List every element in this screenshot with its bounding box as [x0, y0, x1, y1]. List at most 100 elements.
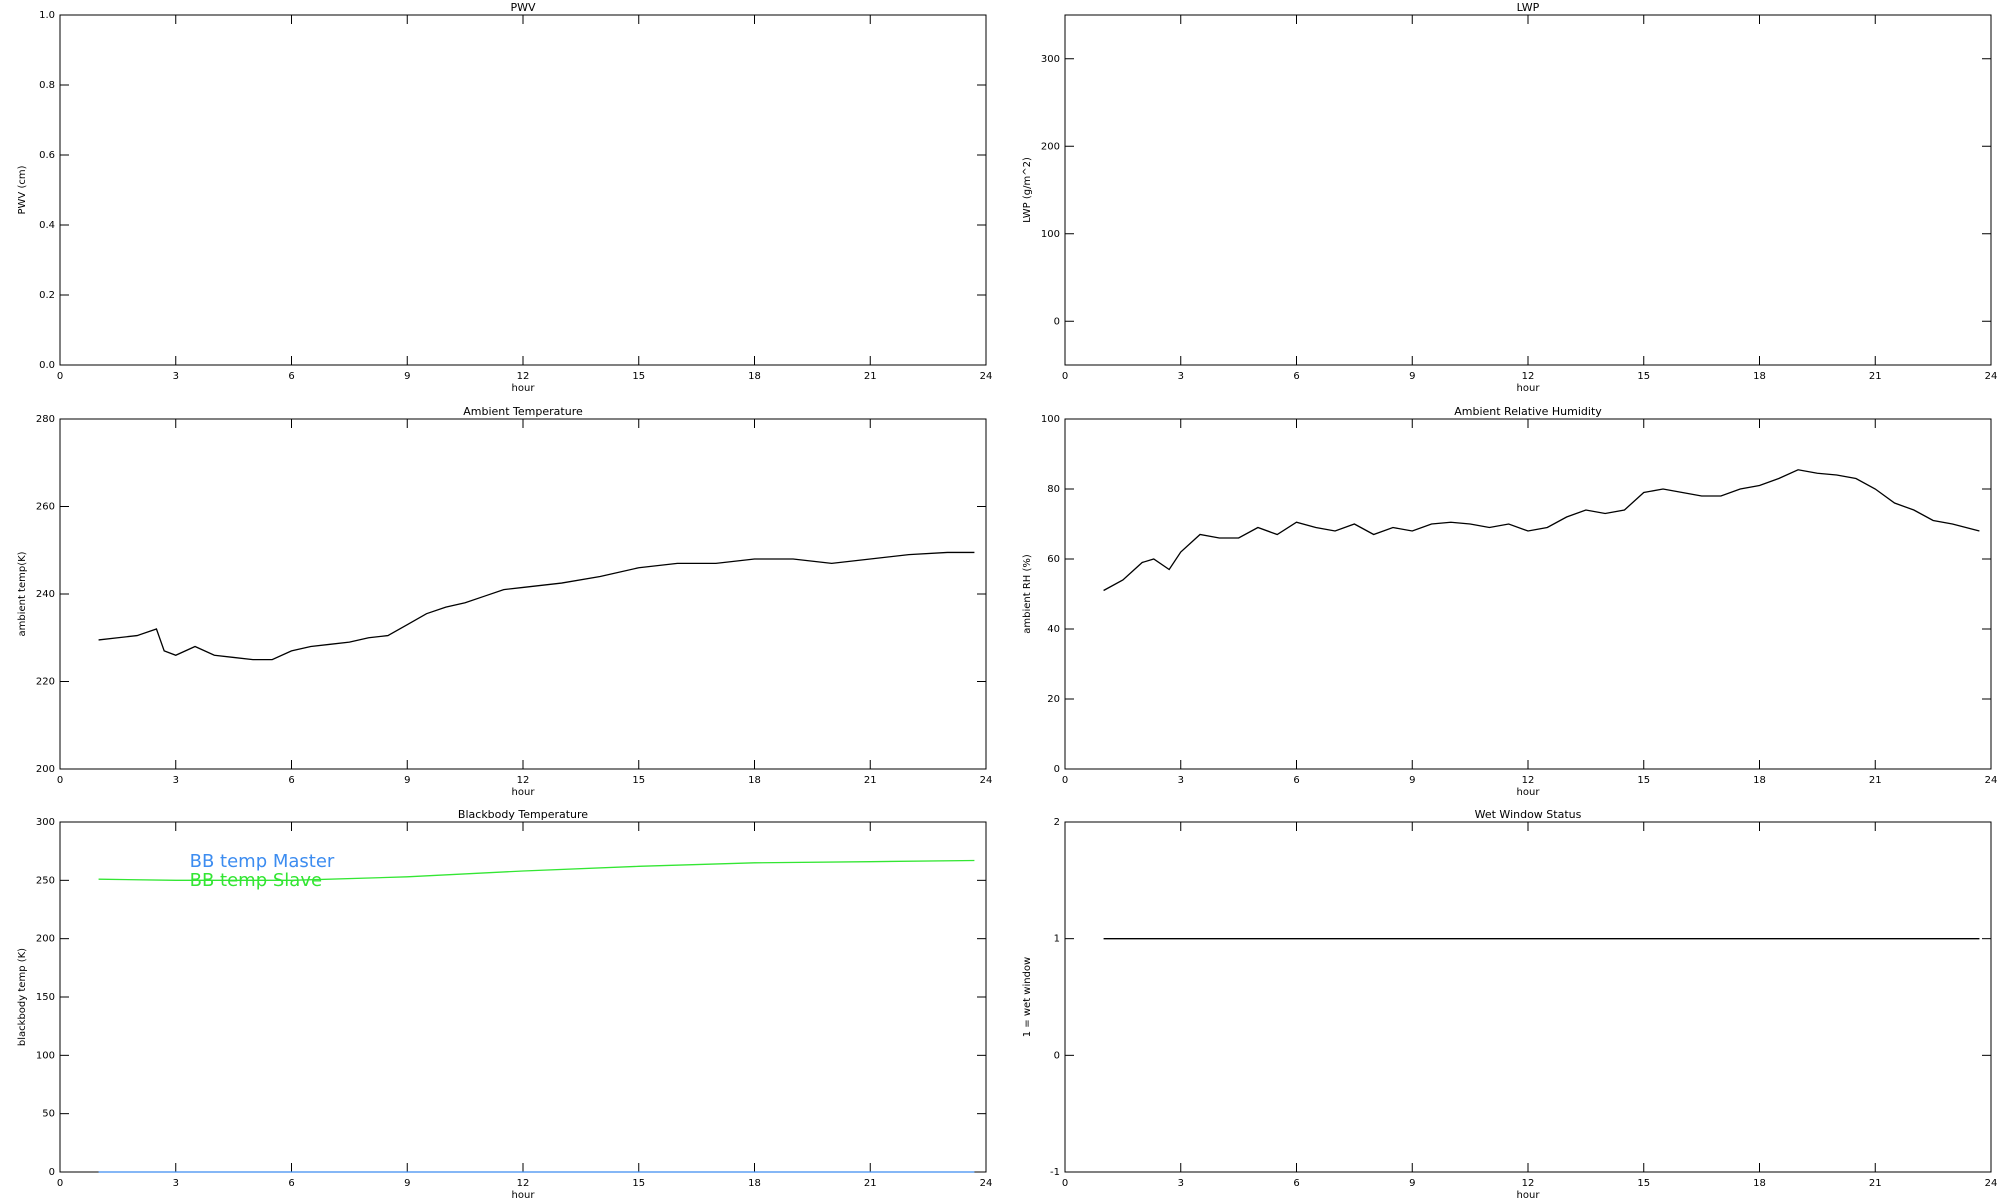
y-tick-label: 100 [36, 1050, 55, 1061]
x-tick-label: 21 [864, 371, 877, 382]
y-tick-label: 0 [1054, 316, 1060, 327]
x-tick-label: 0 [1062, 775, 1068, 786]
y-tick-label: 60 [1047, 554, 1060, 565]
x-tick-label: 21 [1869, 775, 1882, 786]
x-tick-label: 9 [1409, 775, 1415, 786]
y-tick-label: 240 [36, 589, 55, 600]
y-tick-label: 40 [1047, 624, 1060, 635]
x-tick-label: 18 [1753, 1178, 1766, 1189]
chart-title: Blackbody Temperature [458, 808, 588, 821]
y-axis-label: LWP (g/m^2) [1022, 157, 1033, 223]
x-tick-label: 0 [57, 775, 63, 786]
x-tick-label: 15 [632, 371, 645, 382]
x-tick-label: 18 [748, 1178, 761, 1189]
x-tick-label: 18 [748, 371, 761, 382]
y-axis-label: ambient temp(K) [17, 551, 28, 636]
chart-title: Ambient Temperature [463, 405, 583, 418]
x-tick-label: 3 [173, 775, 179, 786]
x-tick-label: 6 [1293, 1178, 1299, 1189]
y-tick-label: 2 [1054, 817, 1060, 828]
chart-title: PWV [510, 1, 536, 14]
y-tick-label: 300 [36, 817, 55, 828]
x-tick-label: 9 [404, 371, 410, 382]
y-tick-label: 200 [36, 934, 55, 945]
x-tick-label: 0 [1062, 1178, 1068, 1189]
x-tick-label: 18 [748, 775, 761, 786]
x-tick-label: 15 [632, 775, 645, 786]
x-tick-label: 6 [288, 1178, 294, 1189]
x-tick-label: 3 [173, 1178, 179, 1189]
y-tick-label: 0 [1054, 1050, 1060, 1061]
y-tick-label: 100 [1041, 229, 1060, 240]
x-tick-label: 21 [1869, 371, 1882, 382]
y-tick-label: 200 [36, 764, 55, 775]
legend-entry: BB temp Slave [190, 870, 322, 891]
x-axis-label: hour [512, 1190, 536, 1200]
x-tick-label: 9 [404, 775, 410, 786]
y-tick-label: 220 [36, 677, 55, 688]
plot-frame [59, 14, 987, 366]
y-tick-label: 20 [1047, 694, 1060, 705]
x-tick-label: 24 [980, 1178, 993, 1189]
x-tick-label: 24 [1985, 1178, 1998, 1189]
x-tick-label: 21 [1869, 1178, 1882, 1189]
x-tick-label: 18 [1753, 371, 1766, 382]
x-tick-label: 15 [632, 1178, 645, 1189]
y-tick-label: 0.0 [39, 360, 55, 371]
y-tick-label: 280 [36, 414, 55, 425]
y-tick-label: 1 [1054, 934, 1060, 945]
x-tick-label: 12 [1522, 371, 1535, 382]
y-axis-label: PWV (cm) [17, 165, 28, 214]
x-tick-label: 21 [864, 1178, 877, 1189]
y-tick-label: 200 [1041, 141, 1060, 152]
x-tick-label: 12 [1522, 1178, 1535, 1189]
x-tick-label: 24 [1985, 775, 1998, 786]
x-tick-label: 3 [1178, 775, 1184, 786]
x-axis-label: hour [1517, 383, 1541, 394]
y-tick-label: 80 [1047, 484, 1060, 495]
y-tick-label: 0 [1054, 764, 1060, 775]
x-tick-label: 12 [1522, 775, 1535, 786]
x-tick-label: 24 [1985, 371, 1998, 382]
x-tick-label: 12 [517, 371, 530, 382]
plot-frame [1064, 821, 1992, 1173]
y-axis-label: ambient RH (%) [1022, 554, 1033, 634]
y-axis-label: 1 = wet window [1022, 957, 1033, 1037]
x-tick-label: 15 [1637, 1178, 1650, 1189]
y-tick-label: 150 [36, 992, 55, 1003]
x-tick-label: 3 [173, 371, 179, 382]
x-tick-label: 15 [1637, 775, 1650, 786]
x-tick-label: 6 [1293, 775, 1299, 786]
x-tick-label: 0 [57, 1178, 63, 1189]
y-tick-label: 0 [49, 1167, 55, 1178]
y-tick-label: 1.0 [39, 10, 55, 21]
x-tick-label: 6 [1293, 371, 1299, 382]
plot-frame [59, 418, 987, 770]
x-tick-label: 12 [517, 775, 530, 786]
y-tick-label: 0.4 [39, 220, 55, 231]
x-axis-label: hour [512, 383, 536, 394]
x-axis-label: hour [1517, 787, 1541, 798]
y-tick-label: 100 [1041, 414, 1060, 425]
x-tick-label: 9 [1409, 1178, 1415, 1189]
data-line [98, 859, 975, 881]
y-tick-label: 250 [36, 875, 55, 886]
x-tick-label: 9 [404, 1178, 410, 1189]
y-tick-label: 260 [36, 502, 55, 513]
plot-frame [1064, 14, 1992, 366]
data-line [1103, 469, 1980, 592]
x-tick-label: 15 [1637, 371, 1650, 382]
legend-entry: BB temp Master [190, 851, 335, 872]
data-line [98, 551, 975, 661]
chart-title: Ambient Relative Humidity [1454, 405, 1602, 418]
x-tick-label: 12 [517, 1178, 530, 1189]
x-tick-label: 3 [1178, 371, 1184, 382]
x-tick-label: 9 [1409, 371, 1415, 382]
y-tick-label: -1 [1050, 1167, 1060, 1178]
y-tick-label: 0.8 [39, 80, 55, 91]
chart-title: LWP [1517, 1, 1540, 14]
x-tick-label: 24 [980, 371, 993, 382]
x-tick-label: 6 [288, 371, 294, 382]
